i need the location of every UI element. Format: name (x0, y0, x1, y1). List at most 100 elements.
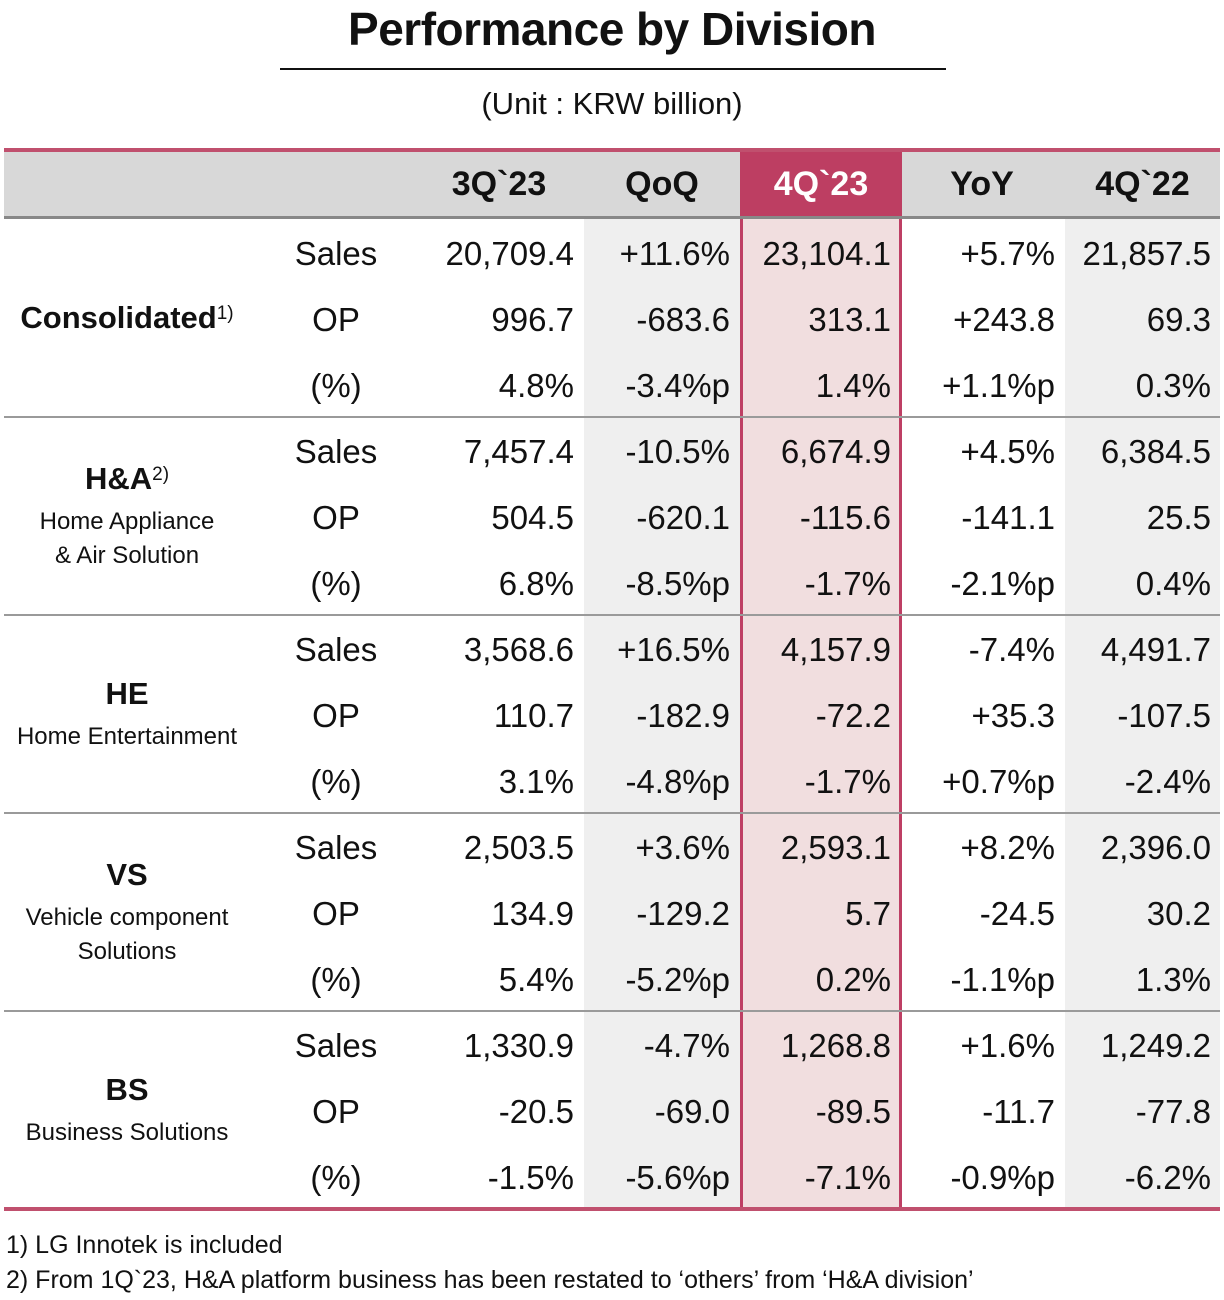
value-4q22: 1,249.2 (1100, 1027, 1211, 1064)
value-4q23: 313.1 (808, 301, 891, 338)
value-3q23: 996.7 (491, 301, 574, 338)
value-4q22: 4,491.7 (1100, 631, 1211, 668)
value-3q23: 5.4% (498, 961, 574, 998)
division-separator (4, 812, 1220, 814)
metric-label: Sales (294, 631, 378, 668)
table-row: Sales 20,709.4 +11.6% 23,104.1 +5.7% 21,857.5 (4, 221, 1220, 287)
table-row: OP 504.5 -620.1 -115.6 -141.1 25.5 (4, 485, 1220, 551)
table-row: (%) 6.8% -8.5%p -1.7% -2.1%p 0.4% (4, 551, 1220, 617)
value-qoq: -182.9 (636, 697, 730, 734)
value-qoq: +3.6% (635, 829, 731, 866)
highlight-header-4q23 (740, 152, 902, 216)
division-separator (4, 614, 1220, 616)
value-qoq: -4.7% (643, 1027, 730, 1064)
division-description-line: Solutions (77, 938, 177, 965)
table-row: Sales 7,457.4 -10.5% 6,674.9 +4.5% 6,384.5 (4, 419, 1220, 485)
table-row: OP -20.5 -69.0 -89.5 -11.7 -77.8 (4, 1079, 1220, 1145)
division-group: VS Vehicle component Solutions Sales 2,503.5… (4, 813, 1220, 1011)
value-yoy: -2.1%p (950, 565, 1055, 602)
column-header-4q23: 4Q`23 (773, 165, 869, 203)
division-label: Consolidated1) (4, 219, 250, 417)
value-3q23: 20,709.4 (445, 235, 574, 272)
value-yoy: -11.7 (982, 1093, 1055, 1130)
footnote-2: 2) From 1Q`23, H&A platform business has… (6, 1266, 974, 1294)
value-qoq: +16.5% (617, 631, 730, 668)
division-name-text: Consolidated (20, 300, 217, 335)
metric-label: (%) (310, 367, 362, 404)
metric-label: OP (312, 1093, 360, 1130)
table-top-rule (4, 148, 1220, 152)
division-name-text: BS (105, 1072, 149, 1107)
table-row: OP 110.7 -182.9 -72.2 +35.3 -107.5 (4, 683, 1220, 749)
metric-label: OP (312, 697, 360, 734)
division-name-text: H&A (84, 461, 153, 496)
table-bottom-rule (4, 1207, 1220, 1211)
value-4q22: 69.3 (1146, 301, 1211, 338)
value-4q22: 21,857.5 (1082, 235, 1211, 272)
footnote-marker: 1) (216, 303, 234, 324)
division-description: Vehicle component Solutions (26, 901, 229, 969)
column-header-qoq: QoQ (625, 165, 699, 203)
division-group: HE Home Entertainment Sales 3,568.6 +16.5% 4,… (4, 615, 1220, 813)
value-qoq: -4.8%p (625, 763, 730, 800)
value-4q22: -2.4% (1124, 763, 1211, 800)
value-qoq: -8.5%p (625, 565, 730, 602)
value-3q23: 3,568.6 (463, 631, 574, 668)
value-4q23: -89.5 (815, 1093, 891, 1130)
division-name-text: VS (106, 857, 148, 892)
division-name: Consolidated1) (20, 298, 233, 338)
value-3q23: 3.1% (498, 763, 574, 800)
division-label: HE Home Entertainment (4, 615, 250, 813)
division-description-line: Home Appliance (39, 508, 215, 535)
value-qoq: -3.4%p (625, 367, 730, 404)
value-4q22: -6.2% (1124, 1159, 1211, 1196)
value-qoq: -683.6 (636, 301, 730, 338)
value-4q23: 23,104.1 (762, 235, 891, 272)
metric-label: OP (312, 895, 360, 932)
value-4q22: 0.3% (1135, 367, 1211, 404)
metric-label: Sales (294, 433, 378, 470)
value-3q23: 6.8% (498, 565, 574, 602)
footnote-marker: 2) (152, 464, 170, 485)
value-4q22: 6,384.5 (1100, 433, 1211, 470)
value-qoq: -129.2 (636, 895, 730, 932)
value-4q23: -1.7% (804, 763, 891, 800)
value-4q22: 0.4% (1135, 565, 1211, 602)
column-header-4q22: 4Q`22 (1095, 165, 1190, 203)
performance-table: 3Q`23 QoQ 4Q`23 YoY 4Q`22 Consolidated1)… (4, 148, 1220, 1211)
division-group: BS Business Solutions Sales 1,330.9 -4.7% 1,2… (4, 1011, 1220, 1209)
value-qoq: -5.2%p (625, 961, 730, 998)
value-yoy: +35.3 (971, 697, 1056, 734)
value-4q23: 2,593.1 (780, 829, 891, 866)
value-yoy: +4.5% (960, 433, 1056, 470)
division-description: Business Solutions (26, 1116, 229, 1150)
value-3q23: 1,330.9 (463, 1027, 574, 1064)
metric-label: Sales (294, 235, 378, 272)
value-yoy: -141.1 (961, 499, 1055, 536)
value-yoy: -0.9%p (950, 1159, 1055, 1196)
table-row: (%) 4.8% -3.4%p 1.4% +1.1%p 0.3% (4, 353, 1220, 419)
value-yoy: +8.2% (960, 829, 1056, 866)
metric-label: Sales (294, 1027, 378, 1064)
division-name: VS (106, 855, 147, 895)
metric-label: (%) (310, 565, 362, 602)
division-description-line: Home Entertainment (16, 723, 238, 750)
footnote-1: 1) LG Innotek is included (6, 1231, 283, 1259)
value-4q22: -77.8 (1135, 1093, 1211, 1130)
value-yoy: -7.4% (968, 631, 1055, 668)
value-3q23: -1.5% (487, 1159, 574, 1196)
value-3q23: 110.7 (493, 697, 574, 734)
value-4q22: 1.3% (1135, 961, 1211, 998)
value-4q22: -107.5 (1117, 697, 1211, 734)
table-row: Sales 3,568.6 +16.5% 4,157.9 -7.4% 4,491.7 (4, 617, 1220, 683)
value-4q23: 6,674.9 (780, 433, 891, 470)
metric-label: (%) (310, 763, 362, 800)
page-title: Performance by Division (348, 3, 876, 55)
division-description-line: & Air Solution (54, 542, 200, 569)
table-header-band (4, 152, 1220, 216)
value-4q22: 30.2 (1146, 895, 1211, 932)
value-qoq: -69.0 (654, 1093, 730, 1130)
qoq-column-shade (584, 219, 740, 1207)
title-underline (280, 68, 946, 70)
value-yoy: -24.5 (979, 895, 1055, 932)
